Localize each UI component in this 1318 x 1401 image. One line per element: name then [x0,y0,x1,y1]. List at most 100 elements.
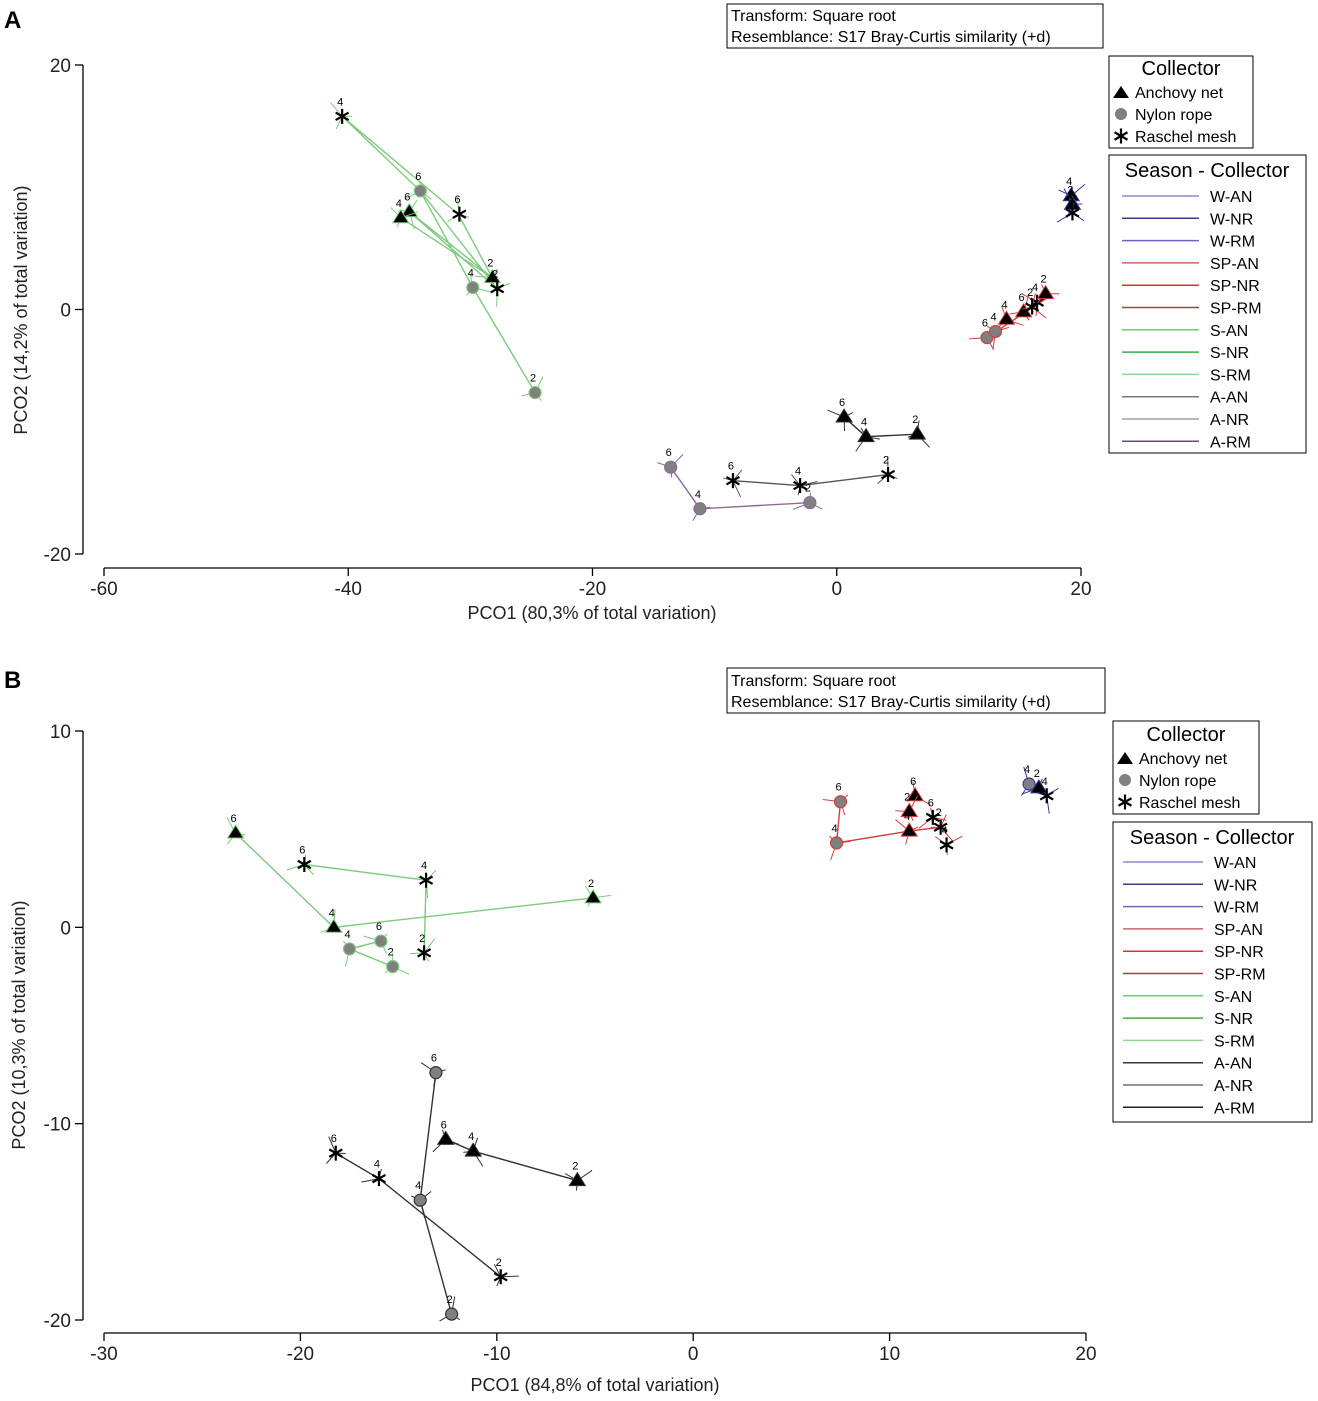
panel-a-season-legend-label: W-NR [1210,211,1253,228]
panel-b-data-point: 2 [584,878,611,907]
panel-a-marker-star [1065,205,1080,221]
panel-b-data-point: 2 [439,1294,461,1322]
panel-b-data-point: 4 [463,1131,484,1167]
panel-a-point-label: 2 [487,258,493,270]
panel-a-data-point: 4 [997,299,1024,327]
panel-b-data-point: 6 [822,782,849,816]
panel-a-data-point: 6 [657,447,684,478]
panel-b-point-label: 2 [388,947,394,959]
panel-b-vector-spoke [328,1136,337,1154]
panel-a-marker-triangle [835,408,853,423]
panel-a-data-point: 4 [855,417,880,452]
panel-b-point-label: 6 [331,1133,337,1145]
panel-a-data-point: 4 [689,489,710,522]
panel-a-point-label: 4 [1066,176,1072,188]
panel-a-point-label: 2 [1027,287,1033,299]
panel-b-marker-circle [386,959,400,974]
panel-b-x-tick-label: -30 [90,1344,117,1365]
panel-b-data-point: 6 [226,813,246,845]
panel-a-marker-triangle [997,310,1016,325]
panel-a-point-label: 4 [990,312,996,324]
panel-a-collector-legend-label: Raschel mesh [1135,129,1236,146]
panel-b-transform-label: Transform: Square root [731,673,896,690]
panel-b-point-label: 4 [832,823,838,835]
panel-b-x-tick-label: -20 [287,1344,314,1365]
panel-b-data-point: 2 [564,1161,593,1191]
panel-b-y-axis-title: PCO2 (10,3% of total variation) [9,900,29,1149]
panel-b-marker-star [371,1171,387,1187]
panel-a-data-point: 2 [1022,287,1047,319]
panel-a-point-label: 6 [839,397,845,409]
panel-b-season-legend-label: W-NR [1214,877,1257,894]
panel-a-x-axis-title: PCO1 (80,3% of total variation) [467,603,716,623]
panel-b-season-legend-label: S-NR [1214,1011,1253,1028]
panel-a-season-legend-item: SP-AN [1122,256,1259,273]
panel-b-point-label: 2 [496,1257,502,1269]
panel-b-data-point: 2 [384,947,410,975]
panel-a-point-label: 6 [1019,292,1025,304]
panel-b-season-legend-item: SP-AN [1123,922,1263,939]
panel-b-marker-star [328,1145,343,1161]
panel-b-marker-circle [829,836,844,850]
panel-b-resemblance-label: Resemblance: S17 Bray-Curtis similarity … [731,694,1051,711]
panel-a-data-point: 6 [827,397,854,432]
panel-a-season-legend-label: A-AN [1210,390,1248,407]
panel-a-point-label: 4 [396,198,402,210]
panel-b-collector-legend-item: Raschel mesh [1117,794,1240,812]
panel-a-season-legend-title: Season - Collector [1125,160,1290,182]
panel-b-season-legend-label: A-AN [1214,1056,1252,1073]
panel-a-point-label: 6 [404,192,410,204]
panel-b-marker-circle [445,1307,459,1321]
panel-a-data-point: 6 [1056,193,1085,223]
panel-b-x-axis-title: PCO1 (84,8% of total variation) [470,1375,719,1395]
panel-a-season-legend-item: W-AN [1122,189,1252,206]
panel-a-data-point: 4 [986,312,1010,350]
panel-b-marker-triangle [226,824,245,839]
triangle-icon [1113,86,1129,98]
panel-b-info-box [726,667,1106,714]
panel-b-vector-spoke [500,1275,519,1278]
panel-a-y-axis-title: PCO2 (14,2% of total variation) [11,185,31,434]
panel-b-collector-legend-label: Anchovy net [1139,751,1228,768]
panel-b-marker-circle [342,942,357,956]
panel-a-data-point: 6 [447,194,470,222]
panel-a-season-legend-label: SP-NR [1210,278,1260,295]
panel-a-marker-star [725,473,740,489]
panel-b-season-legend-item: S-RM [1123,1033,1255,1050]
panel-b-data-point: 4 [1037,776,1059,814]
panel-a-marker-circle [664,460,678,474]
panel-a-data-point: 4 [390,198,418,228]
panel-a-data-point: 6 [1009,292,1033,321]
panel-a-trajectory-line [670,466,810,510]
panel-b-label: B [4,667,21,694]
panel-a-point-label: 2 [492,269,498,281]
panel-b-data-point: 4 [895,811,919,845]
panel-a-point-label: 4 [1001,299,1007,311]
panel-b-trajectory-line [335,1152,502,1278]
panel-b-marker-triangle [436,1130,455,1145]
panel-b-trajectory-line [445,1138,578,1182]
panel-a-marker-triangle [1036,284,1055,300]
panel-b-marker-star [419,872,434,888]
panel-a: A Transform: Square root Resemblance: S1… [4,3,1307,623]
panel-b-data-point: 4 [342,929,364,967]
panel-b-data-point: 6 [363,921,388,955]
panel-a-season-legend-item: S-AN [1122,323,1248,340]
panel-a-point-label: 2 [1067,184,1073,196]
panel-a-season-legend-item: A-NR [1122,412,1249,429]
panel-b-data-point: 6 [286,845,315,876]
panel-a-marker-circle [528,386,542,400]
panel-a-trajectory-line [408,211,498,290]
panel-b-point-label: 4 [468,1131,474,1143]
panel-a-marker-triangle [483,268,502,284]
panel-b-point-label: 4 [415,1180,421,1192]
panel-a-marker-circle [466,280,480,295]
panel-b-point-label: 4 [941,825,947,837]
panel-b-collector-legend [1112,720,1260,815]
panel-a-data-point: 4 [330,96,353,130]
panel-b-data-point: 2 [493,1257,519,1287]
panel-a-season-legend-label: W-RM [1210,234,1255,251]
panel-a-season-legend-label: A-NR [1210,412,1249,429]
